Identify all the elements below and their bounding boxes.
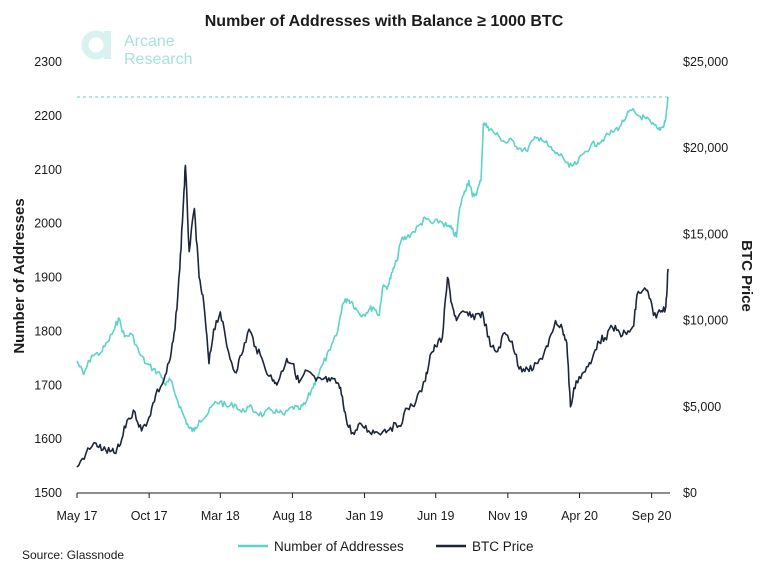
series-line-addresses <box>76 96 669 433</box>
axes: 1500 1600 1700 1800 1900 2000 2100 2200 2300 $0 $5… <box>34 55 728 523</box>
y-left-tick-label: 2100 <box>34 163 62 177</box>
y-axis-right-label: BTC Price <box>738 240 755 312</box>
x-tick-label: Jan 19 <box>346 509 384 523</box>
logo: Arcane Research <box>81 30 192 68</box>
legend-item-btc-price: BTC Price <box>436 539 534 554</box>
chart-title: Number of Addresses with Balance ≥ 1000 … <box>205 13 564 30</box>
legend-label-btc-price: BTC Price <box>472 539 534 554</box>
y-left-tick-label: 1900 <box>34 271 62 285</box>
y-left-tick-label: 2200 <box>34 109 62 123</box>
y-left-tick-label: 1600 <box>34 432 62 446</box>
x-tick-label: Apr 20 <box>561 509 598 523</box>
y-left-tick-label: 2300 <box>34 55 62 69</box>
y-right-tick-label: $20,000 <box>683 141 728 155</box>
x-tick-label: Nov 19 <box>488 509 528 523</box>
x-tick-label: Aug 18 <box>273 509 313 523</box>
series-group <box>76 96 669 468</box>
x-tick-label: Mar 18 <box>201 509 240 523</box>
x-tick-label: Jun 19 <box>417 509 455 523</box>
y-left-tick-label: 1500 <box>34 486 62 500</box>
x-tick-label: Oct 17 <box>131 509 168 523</box>
y-right-tick-label: $15,000 <box>683 227 728 241</box>
y-right-tick-label: $5,000 <box>683 400 721 414</box>
y-axis-left-label: Number of Addresses <box>11 198 28 353</box>
y-left-tick-label: 1800 <box>34 324 62 338</box>
arcane-logo-icon <box>81 30 111 60</box>
legend-item-addresses: Number of Addresses <box>238 539 404 554</box>
y-right-tick-label: $10,000 <box>683 314 728 328</box>
y-right-tick-label: $25,000 <box>683 55 728 69</box>
y-left-tick-label: 1700 <box>34 378 62 392</box>
logo-text-line2: Research <box>124 51 192 68</box>
y-right-tick-label: $0 <box>683 486 697 500</box>
logo-text-line1: Arcane <box>124 33 175 50</box>
legend: Number of Addresses BTC Price <box>238 539 534 554</box>
source-note: Source: Glassnode <box>22 548 124 562</box>
series-line-btc-price <box>76 164 669 468</box>
y-left-tick-label: 2000 <box>34 217 62 231</box>
x-tick-label: May 17 <box>57 509 98 523</box>
legend-label-addresses: Number of Addresses <box>274 539 404 554</box>
x-tick-label: Sep 20 <box>632 509 672 523</box>
